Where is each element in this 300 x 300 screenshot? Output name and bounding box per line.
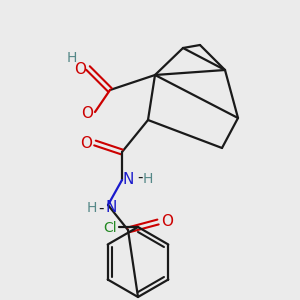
Text: H: H xyxy=(143,172,153,186)
Text: N: N xyxy=(105,200,117,215)
Text: O: O xyxy=(74,61,86,76)
Text: H: H xyxy=(67,51,77,65)
Text: N: N xyxy=(122,172,134,188)
Text: O: O xyxy=(80,136,92,151)
Text: H: H xyxy=(87,201,97,215)
Text: O: O xyxy=(81,106,93,121)
Text: -: - xyxy=(98,200,104,215)
Text: O: O xyxy=(161,214,173,229)
Text: -: - xyxy=(137,169,143,184)
Text: Cl: Cl xyxy=(103,221,117,235)
